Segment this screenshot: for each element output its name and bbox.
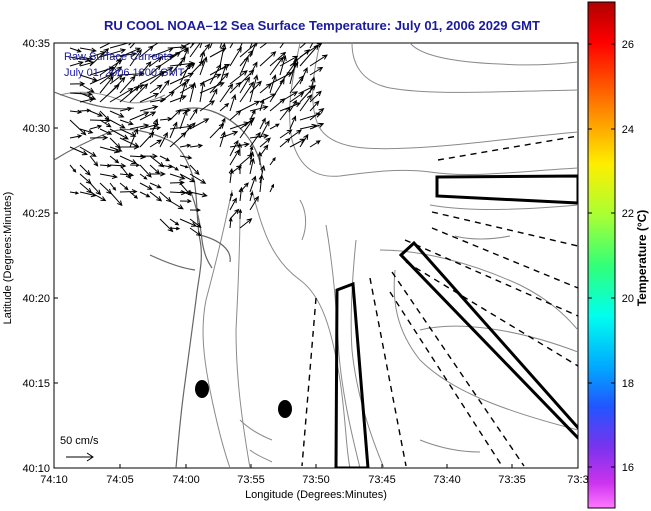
- colorbar-ticks: 26 24 22 20 18 16: [588, 39, 634, 474]
- x-tick-label: 73:55: [237, 474, 265, 486]
- colorbar-gradient: [587, 1, 616, 509]
- x-axis-ticks: 74:10 74:05 74:00 73:55 73:50 73:45 73:40 73:35…: [40, 464, 589, 486]
- x-tick-label: 73:40: [433, 474, 461, 486]
- colorbar-tick-label: 20: [622, 293, 634, 305]
- y-tick-label: 40:35: [22, 38, 50, 50]
- surface-current-vectors: [69, 43, 328, 237]
- dashed-beam-lines: [301, 135, 578, 467]
- colorbar-tick-label: 18: [622, 378, 634, 390]
- colorbar-tick-label: 26: [622, 39, 634, 51]
- y-tick-label: 40:30: [22, 123, 50, 135]
- y-tick-label: 40:15: [22, 378, 50, 390]
- plot-frame: [53, 42, 579, 469]
- scale-arrow: 50 cm/s: [60, 435, 99, 462]
- overlay-title-line2: July 01, 2006 1800 GMT: [64, 67, 185, 79]
- x-tick-label: 74:00: [172, 474, 200, 486]
- station-marker-2: [278, 400, 292, 418]
- x-tick-label: 73:45: [368, 474, 396, 486]
- y-tick-label: 40:20: [22, 293, 50, 305]
- scale-label: 50 cm/s: [60, 435, 99, 447]
- coastline: [54, 91, 263, 468]
- y-axis-ticks: 40:35 40:30 40:25 40:20 40:15 40:10: [22, 38, 58, 475]
- x-tick-label: 74:05: [106, 474, 134, 486]
- colorbar-tick-label: 24: [622, 124, 634, 136]
- y-tick-label: 40:25: [22, 208, 50, 220]
- colorbar-label: Temperature (°C): [635, 210, 649, 307]
- x-tick-label: 73:35: [498, 474, 526, 486]
- overlay-title-line1: Raw Surface Currents: [64, 51, 173, 63]
- radar-coverage-polygons: [334, 174, 578, 468]
- figure-title: RU COOL NOAA–12 Sea Surface Temperature:…: [104, 18, 540, 33]
- colorbar-tick-label: 16: [622, 462, 634, 474]
- y-axis-label: Latitude (Degrees:Minutes): [2, 192, 14, 325]
- y-tick-label: 40:10: [22, 463, 50, 475]
- temperature-colorbar: 26 24 22 20 18 16 Temperature (°C): [587, 1, 649, 509]
- x-axis-label: Longitude (Degrees:Minutes): [245, 489, 387, 501]
- map-plot-area: Raw Surface Currents July 01, 2006 1800 …: [53, 42, 579, 469]
- station-marker-1: [195, 380, 209, 398]
- colorbar-tick-label: 22: [622, 208, 634, 220]
- x-tick-label: 73:50: [302, 474, 330, 486]
- x-tick-label: 74:10: [40, 474, 68, 486]
- x-tick-label: 73:3: [567, 474, 588, 486]
